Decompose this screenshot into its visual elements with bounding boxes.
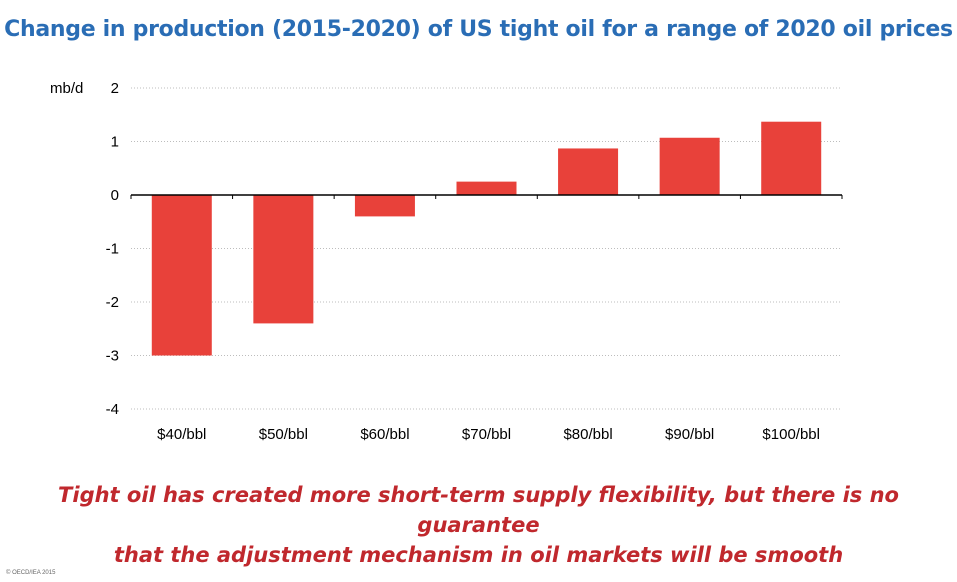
x-category-label: $70/bbl bbox=[462, 426, 511, 443]
x-category-label: $60/bbl bbox=[360, 426, 409, 443]
x-category-label: $50/bbl bbox=[259, 426, 308, 443]
y-tick-label: -1 bbox=[106, 241, 119, 258]
x-axis-labels: $40/bbl $50/bbl $60/bbl $70/bbl $80/bbl $90/b… bbox=[157, 426, 820, 443]
y-tick-label: -3 bbox=[106, 348, 119, 365]
bars bbox=[151, 121, 822, 356]
y-tick-label: -2 bbox=[106, 294, 119, 311]
y-tick-label: 1 bbox=[111, 134, 119, 151]
y-tick-label: 2 bbox=[111, 80, 119, 97]
x-category-label: $80/bbl bbox=[563, 426, 612, 443]
y-tick-label: 0 bbox=[111, 187, 119, 204]
y-axis-ticks: 2 1 0 -1 -2 -3 -4 bbox=[106, 80, 119, 418]
gridlines bbox=[131, 87, 842, 410]
bar-chart: 2 1 0 -1 -2 -3 -4 $40/bbl $50/bbl $60/bbl $70/bbl… bbox=[106, 80, 843, 443]
y-axis-unit-label: mb/d bbox=[50, 80, 84, 97]
bar bbox=[354, 195, 415, 217]
caption-line-2: that the adjustment mechanism in oil mar… bbox=[113, 543, 844, 567]
copyright-notice: © OECD/IEA 2015 bbox=[6, 570, 56, 576]
chart-title: Change in production (2015-2020) of US t… bbox=[4, 17, 953, 42]
bar bbox=[151, 195, 212, 356]
x-category-label: $40/bbl bbox=[157, 426, 206, 443]
bar bbox=[761, 121, 822, 195]
x-category-label: $100/bbl bbox=[762, 426, 820, 443]
x-category-label: $90/bbl bbox=[665, 426, 714, 443]
y-tick-label: -4 bbox=[106, 401, 119, 418]
bar bbox=[659, 137, 720, 195]
x-axis bbox=[130, 194, 843, 199]
caption-line-1: Tight oil has created more short-term su… bbox=[58, 483, 899, 537]
bar bbox=[558, 148, 619, 195]
bar bbox=[253, 195, 314, 324]
conclusion-caption: Tight oil has created more short-term su… bbox=[0, 480, 957, 570]
bar bbox=[456, 181, 517, 195]
